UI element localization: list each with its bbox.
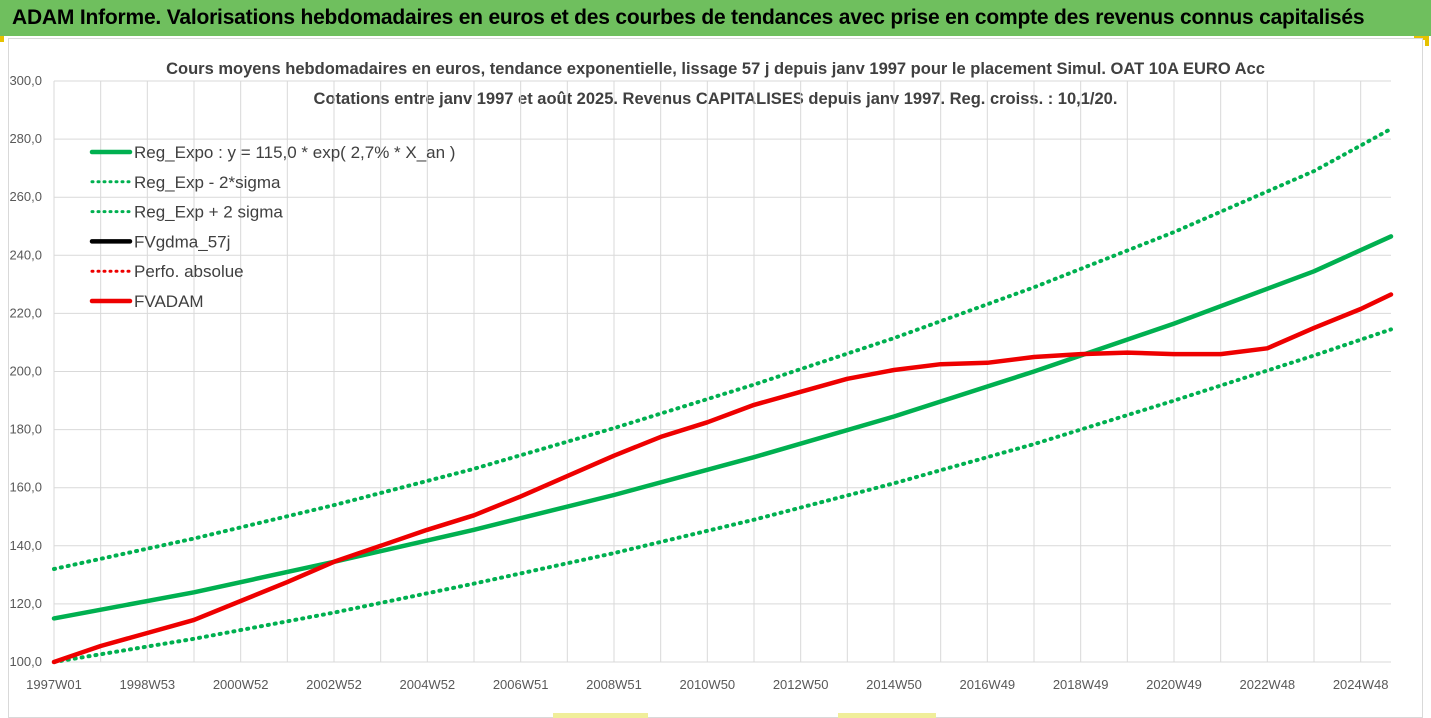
y-tick-label: 280,0 bbox=[9, 131, 42, 146]
x-tick-label: 2020W49 bbox=[1146, 677, 1202, 692]
legend-label: FVADAM bbox=[134, 292, 204, 311]
x-tick-label: 2008W51 bbox=[586, 677, 642, 692]
x-tick-label: 2006W51 bbox=[493, 677, 549, 692]
legend-label: Reg_Expo : y = 115,0 * exp( 2,7% * X_an … bbox=[134, 143, 455, 162]
x-tick-label: 2024W48 bbox=[1333, 677, 1389, 692]
y-tick-label: 300,0 bbox=[9, 73, 42, 88]
x-tick-label: 2004W52 bbox=[400, 677, 456, 692]
x-tick-label: 2010W50 bbox=[680, 677, 736, 692]
chart-area bbox=[8, 38, 1423, 718]
chart-subtitle: Cotations entre janv 1997 et août 2025. … bbox=[313, 90, 1118, 108]
report-banner: ADAM Informe. Valorisations hebdomadaire… bbox=[0, 0, 1431, 36]
corner-mark bbox=[1425, 36, 1429, 46]
legend-label: Reg_Exp + 2 sigma bbox=[134, 203, 283, 222]
x-tick-label: 1997W01 bbox=[26, 677, 82, 692]
y-tick-label: 240,0 bbox=[9, 247, 42, 262]
y-tick-label: 220,0 bbox=[9, 305, 42, 320]
series-line-0 bbox=[51, 234, 1394, 621]
x-tick-label: 2018W49 bbox=[1053, 677, 1109, 692]
y-tick-label: 140,0 bbox=[9, 538, 42, 553]
legend-label: FVgdma_57j bbox=[134, 232, 230, 251]
y-tick-label: 200,0 bbox=[9, 364, 42, 379]
y-tick-label: 120,0 bbox=[9, 596, 42, 611]
x-tick-label: 2000W52 bbox=[213, 677, 269, 692]
x-tick-label: 2022W48 bbox=[1240, 677, 1296, 692]
x-tick-label: 2016W49 bbox=[960, 677, 1016, 692]
x-tick-label: 2002W52 bbox=[306, 677, 362, 692]
y-tick-label: 180,0 bbox=[9, 422, 42, 437]
series-line-1 bbox=[52, 327, 1393, 664]
legend-label: Reg_Exp - 2*sigma bbox=[134, 173, 281, 192]
y-tick-label: 160,0 bbox=[9, 480, 42, 495]
report-title: ADAM Informe. Valorisations hebdomadaire… bbox=[12, 6, 1365, 29]
bottom-bar bbox=[553, 713, 648, 718]
chart-title: Cours moyens hebdomadaires en euros, ten… bbox=[166, 60, 1265, 78]
bottom-bar bbox=[838, 713, 936, 718]
series-line-5 bbox=[51, 292, 1394, 665]
x-tick-label: 1998W53 bbox=[120, 677, 176, 692]
x-tick-label: 2014W50 bbox=[866, 677, 922, 692]
y-tick-label: 100,0 bbox=[9, 654, 42, 669]
series-line-2 bbox=[52, 126, 1393, 571]
legend-label: Perfo. absolue bbox=[134, 262, 244, 281]
y-tick-label: 260,0 bbox=[9, 189, 42, 204]
corner-mark bbox=[0, 36, 4, 42]
x-tick-label: 2012W50 bbox=[773, 677, 829, 692]
